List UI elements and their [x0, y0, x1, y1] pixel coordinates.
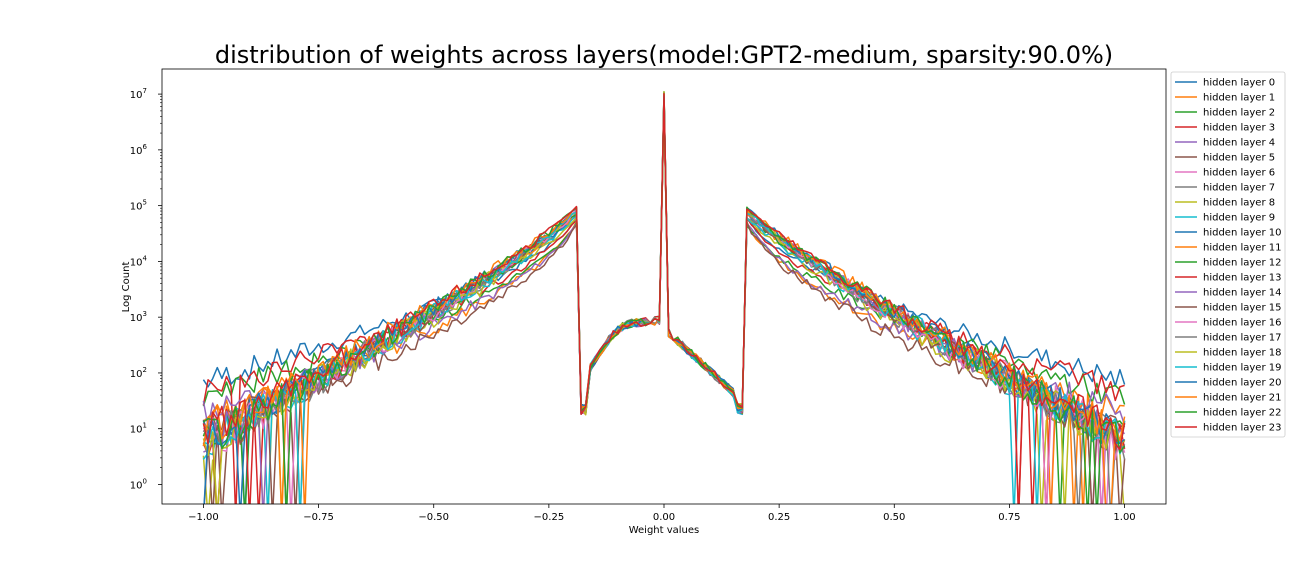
legend-label: hidden layer 23 — [1203, 423, 1281, 434]
x-tick-label: 0.75 — [998, 512, 1020, 523]
legend-label: hidden layer 6 — [1203, 168, 1275, 179]
legend-label: hidden layer 12 — [1203, 258, 1281, 269]
series-line — [202, 95, 1126, 504]
x-tick-label: 0.50 — [883, 512, 905, 523]
series-line — [203, 95, 1126, 504]
x-tick-label: 0.25 — [768, 512, 790, 523]
legend-label: hidden layer 4 — [1203, 138, 1275, 149]
series-line — [202, 97, 1126, 504]
y-tick-label: 102 — [130, 366, 147, 380]
legend-label: hidden layer 1 — [1203, 93, 1275, 104]
x-tick-label: 1.00 — [1113, 512, 1135, 523]
legend-label: hidden layer 20 — [1203, 378, 1281, 389]
legend-label: hidden layer 5 — [1203, 153, 1275, 164]
series-line — [202, 105, 1126, 504]
legend-label: hidden layer 17 — [1203, 333, 1281, 344]
series-line — [203, 101, 1126, 504]
series-line — [203, 99, 1126, 504]
legend-label: hidden layer 16 — [1203, 318, 1281, 329]
y-tick-label: 101 — [130, 422, 147, 436]
y-tick-label: 106 — [130, 143, 148, 157]
legend-label: hidden layer 0 — [1203, 78, 1275, 89]
series-layer — [202, 91, 1126, 504]
legend-label: hidden layer 8 — [1203, 198, 1275, 209]
x-tick-label: −1.00 — [188, 512, 219, 523]
chart-title: distribution of weights across layers(mo… — [215, 41, 1113, 69]
legend-label: hidden layer 19 — [1203, 363, 1281, 374]
series-line — [202, 103, 1125, 504]
series-line — [202, 97, 1126, 504]
y-tick-label: 105 — [130, 199, 147, 213]
y-axis-label: Log Count — [121, 262, 132, 313]
x-tick-label: −0.75 — [303, 512, 334, 523]
series-line — [202, 105, 1126, 504]
x-tick-label: 0.00 — [653, 512, 675, 523]
series-line — [203, 99, 1126, 504]
legend-label: hidden layer 15 — [1203, 303, 1281, 314]
y-tick-label: 100 — [130, 477, 147, 491]
legend-label: hidden layer 9 — [1203, 213, 1275, 224]
legend-box — [1170, 71, 1286, 438]
series-line — [202, 91, 1125, 504]
series-line — [202, 93, 1126, 504]
legend-label: hidden layer 10 — [1203, 228, 1281, 239]
series-line — [202, 93, 1126, 504]
legend-label: hidden layer 2 — [1203, 108, 1275, 119]
series-line — [202, 103, 1125, 504]
legend-label: hidden layer 18 — [1203, 348, 1281, 359]
x-axis-label: Weight values — [629, 525, 700, 536]
legend: hidden layer 0 hidden layer 1 hidden layer… — [1170, 71, 1286, 438]
series-line — [202, 105, 1126, 504]
series-line — [202, 91, 1126, 504]
legend-label: hidden layer 11 — [1203, 243, 1281, 254]
series-line — [202, 101, 1126, 504]
series-line — [202, 97, 1125, 504]
x-axis: −1.00 −0.75 −0.50 −0.25 0.00 0.25 0.50 0.75 1.00 — [188, 504, 1136, 523]
legend-label: hidden layer 3 — [1203, 123, 1275, 134]
x-tick-label: −0.50 — [418, 512, 449, 523]
y-tick-label: 103 — [130, 310, 147, 324]
legend-label: hidden layer 13 — [1203, 273, 1281, 284]
y-axis: 100 101 102 103 104 105 106 107 — [130, 87, 162, 491]
x-tick-label: −0.25 — [534, 512, 565, 523]
legend-label: hidden layer 22 — [1203, 408, 1281, 419]
legend-label: hidden layer 7 — [1203, 183, 1275, 194]
legend-label: hidden layer 14 — [1203, 288, 1281, 299]
series-line — [202, 99, 1126, 504]
y-tick-label: 107 — [130, 87, 147, 101]
series-line — [202, 101, 1125, 504]
legend-label: hidden layer 21 — [1203, 393, 1281, 404]
y-tick-label: 104 — [130, 254, 148, 268]
series-line — [203, 93, 1126, 504]
